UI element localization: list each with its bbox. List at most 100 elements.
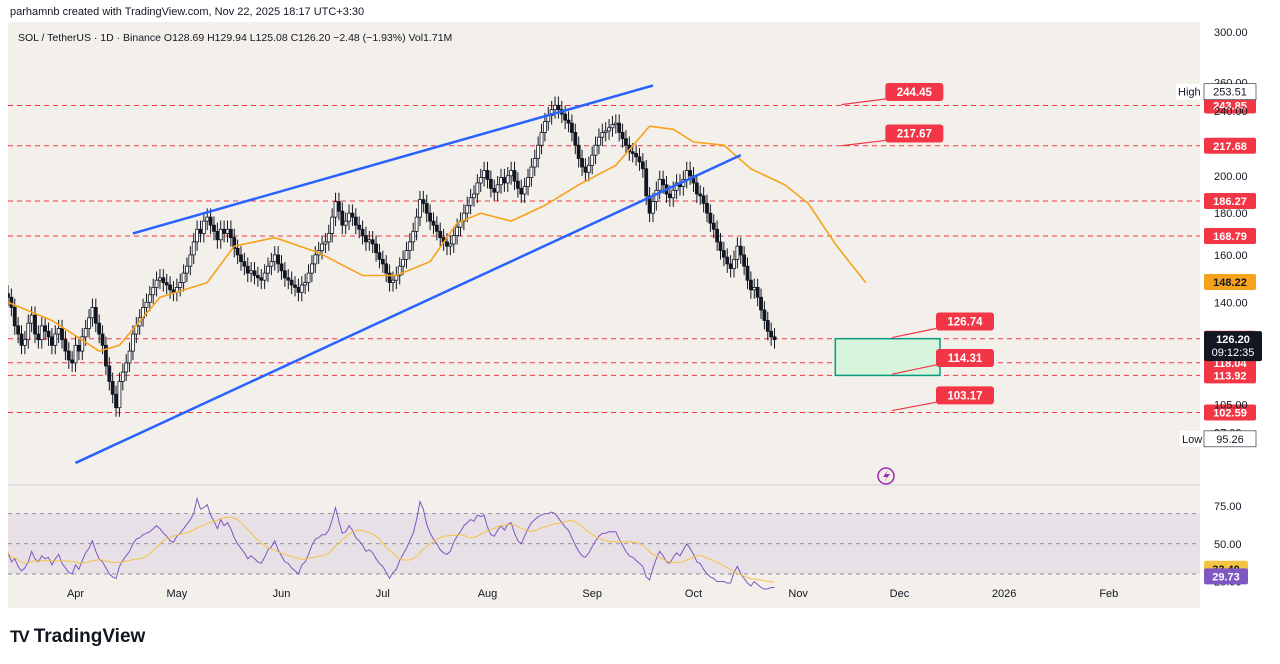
candle-body	[424, 203, 429, 214]
candle-body	[90, 306, 95, 319]
candle-body	[205, 216, 210, 222]
candle-body	[769, 330, 774, 338]
candle-body	[154, 279, 159, 288]
candle-body	[475, 182, 480, 195]
callout-label: 217.67	[897, 128, 932, 140]
candle-body	[235, 247, 240, 256]
candle-body	[107, 365, 112, 382]
candle-body	[73, 344, 78, 364]
candle-body	[661, 178, 665, 186]
callout-label: 244.45	[897, 87, 933, 99]
candle-body	[515, 180, 520, 189]
candle-body	[526, 177, 530, 187]
price-tick: 200.00	[1214, 171, 1248, 183]
candle-body	[502, 177, 507, 184]
candle-body	[66, 350, 71, 361]
candle-body	[421, 199, 426, 204]
candle-body	[451, 235, 456, 245]
candle-body	[36, 333, 41, 341]
callout-bg	[935, 312, 994, 331]
chart-svg[interactable]: 243.85217.68186.27168.79126.34118.04113.…	[6, 22, 1270, 608]
candle-body	[262, 272, 267, 281]
candle-body	[387, 272, 392, 283]
high-value: 253.51	[1213, 87, 1247, 99]
candle-body	[759, 296, 763, 311]
callout-bg	[885, 83, 944, 102]
candle-body	[624, 138, 628, 146]
candle-body	[306, 272, 311, 283]
candle-body	[303, 282, 308, 286]
candle-body	[29, 314, 34, 324]
candle-body	[404, 250, 409, 260]
candle-body	[228, 228, 233, 239]
rsi-ma-line	[7, 516, 775, 583]
candle-body	[556, 104, 561, 111]
candle-body	[279, 263, 284, 272]
candle-body	[721, 250, 726, 258]
candle-body	[434, 224, 439, 232]
candle-body	[80, 336, 85, 352]
tradingview-brand[interactable]: TV TradingView	[10, 626, 145, 648]
candle-body	[539, 132, 544, 146]
candle-body	[326, 233, 331, 243]
candle-body	[637, 156, 642, 163]
candle-body	[617, 122, 622, 133]
low-tag-bg	[1180, 430, 1204, 447]
symbol-legend[interactable]: SOL / TetherUS · 1D · Binance O128.69 H1…	[18, 32, 453, 44]
plot-background	[8, 22, 1200, 608]
candle-body	[495, 184, 500, 193]
callout-label: 126.74	[947, 316, 983, 328]
candle-body	[63, 339, 68, 352]
price-countdown: 09:12:35	[1212, 347, 1255, 359]
candle-body	[684, 170, 689, 180]
x-tick: Jul	[376, 588, 390, 600]
candle-body	[343, 220, 348, 226]
candle-body	[239, 254, 243, 263]
candle-body	[242, 261, 247, 267]
flash-icon[interactable]	[877, 467, 895, 485]
candle-body	[411, 230, 416, 243]
candle-body	[566, 119, 571, 124]
candle-body	[171, 289, 176, 293]
support-zone	[834, 337, 941, 377]
candle-body	[570, 122, 574, 133]
level-label: 243.85	[1213, 100, 1247, 112]
candle-body	[671, 189, 676, 199]
candle-body	[43, 325, 48, 332]
candle-body	[56, 328, 61, 335]
callout-pointer	[891, 364, 937, 375]
candle-body	[367, 239, 372, 243]
candle-body	[755, 287, 760, 298]
candle-body	[33, 314, 37, 335]
candle-body	[87, 317, 91, 329]
chart-area[interactable]: 243.85217.68186.27168.79126.34118.04113.…	[6, 22, 1270, 608]
rsi-line	[7, 496, 775, 590]
candle-body	[732, 258, 736, 269]
candle-body	[505, 175, 510, 184]
chart-header: parhamnb created with TradingView.com, N…	[10, 6, 365, 18]
trendline-upper	[132, 84, 654, 235]
candle-body	[110, 381, 115, 395]
price-tick: 140.00	[1214, 297, 1248, 309]
callout-pointer	[841, 139, 886, 147]
candle-body	[218, 228, 223, 241]
candle-body	[178, 282, 183, 288]
candle-body	[485, 170, 490, 180]
candle-body	[104, 344, 108, 367]
candle-body	[590, 154, 595, 166]
candle-body	[401, 258, 405, 267]
candle-body	[353, 216, 358, 226]
candle-body	[147, 294, 152, 303]
ema-value-bg	[1204, 274, 1256, 291]
x-tick: 2026	[992, 588, 1016, 600]
candle-body	[168, 284, 172, 291]
x-tick: Aug	[478, 588, 498, 600]
candle-body	[708, 212, 713, 224]
candle-body	[448, 243, 453, 247]
level-label-bg	[1204, 193, 1256, 210]
candle-body	[46, 330, 51, 338]
candle-body	[201, 220, 206, 234]
candle-body	[151, 287, 156, 296]
candle-body	[600, 132, 605, 138]
candle-body	[478, 177, 483, 184]
